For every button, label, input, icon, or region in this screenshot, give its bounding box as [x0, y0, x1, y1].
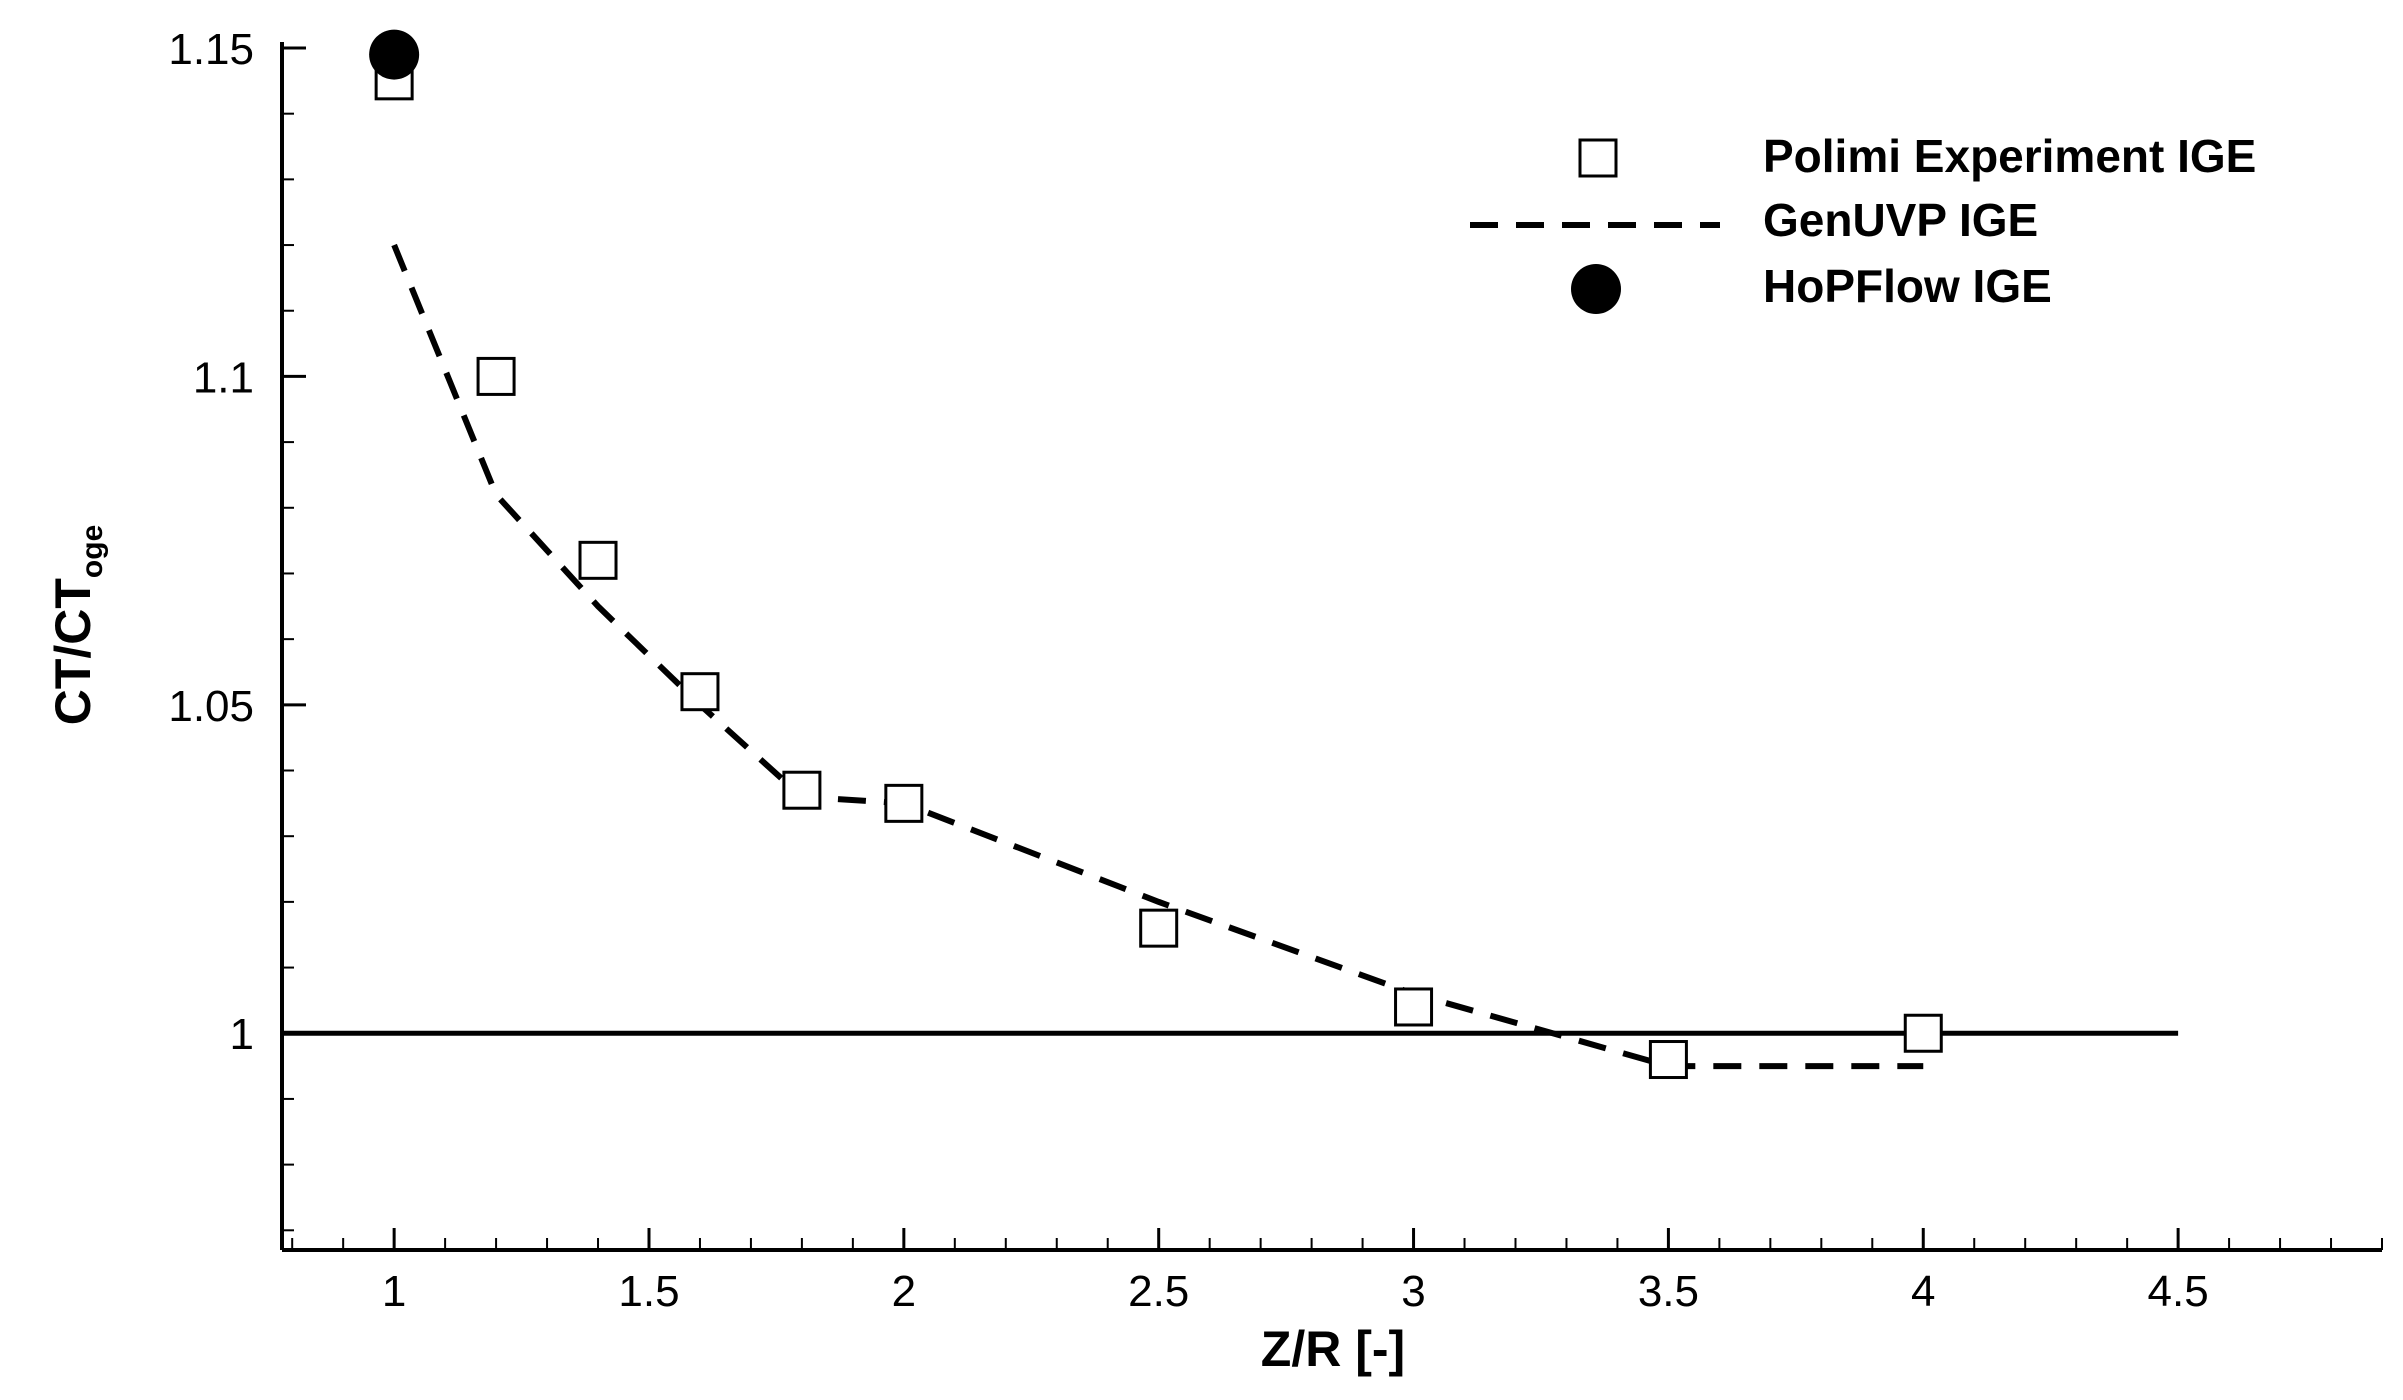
legend-label-polimi: Polimi Experiment IGE [1763, 130, 2256, 182]
polimi-data-point [476, 356, 516, 396]
polimi-data-point [884, 783, 924, 823]
x-tick-label: 2.5 [1128, 1267, 1189, 1316]
y-tick-label: 1 [230, 1010, 254, 1059]
polimi-data-point [680, 672, 720, 712]
y-tick-label: 1.05 [168, 682, 254, 731]
legend-label-genuvp: GenUVP IGE [1763, 194, 2038, 246]
y-tick-label: 1.15 [168, 25, 254, 74]
svg-text:CT/CToge: CT/CToge [45, 525, 109, 726]
y-axis-title: CT/CToge [45, 525, 109, 726]
series-layer [369, 29, 1943, 1080]
x-axis-title: Z/R [-] [1261, 1321, 1405, 1377]
x-tick-label: 4 [1911, 1267, 1935, 1316]
hopflow-data-point [369, 29, 420, 80]
x-tick-label: 1.5 [618, 1267, 679, 1316]
x-tick-label: 2 [892, 1267, 916, 1316]
legend-label-hopflow: HoPFlow IGE [1763, 260, 2052, 312]
y-axis-title-main: CT/CT [45, 578, 101, 725]
legend: Polimi Experiment IGE GenUVP IGE HoPFlow… [1470, 130, 2256, 314]
polimi-data-point [782, 770, 822, 810]
genuvp-series-line [391, 243, 1924, 1070]
polimi-data-point [1903, 1013, 1943, 1053]
legend-marker-filled-circle [1571, 264, 1621, 314]
legend-marker-open-square [1578, 138, 1618, 178]
polimi-data-point [578, 540, 618, 580]
axes: 1 1.5 2 2.5 3 3.5 4 4.5 1 1.05 1.1 1.15 [168, 25, 2383, 1316]
x-tick-label: 1 [382, 1267, 406, 1316]
x-tick-label: 3 [1401, 1267, 1425, 1316]
x-tick-label: 4.5 [2148, 1267, 2209, 1316]
x-tick-label: 3.5 [1638, 1267, 1699, 1316]
polimi-data-point [1394, 987, 1434, 1027]
y-axis-title-sub: oge [76, 525, 109, 578]
polimi-data-point [1139, 908, 1179, 948]
polimi-data-point [1648, 1040, 1688, 1080]
y-tick-label: 1.1 [193, 353, 254, 402]
